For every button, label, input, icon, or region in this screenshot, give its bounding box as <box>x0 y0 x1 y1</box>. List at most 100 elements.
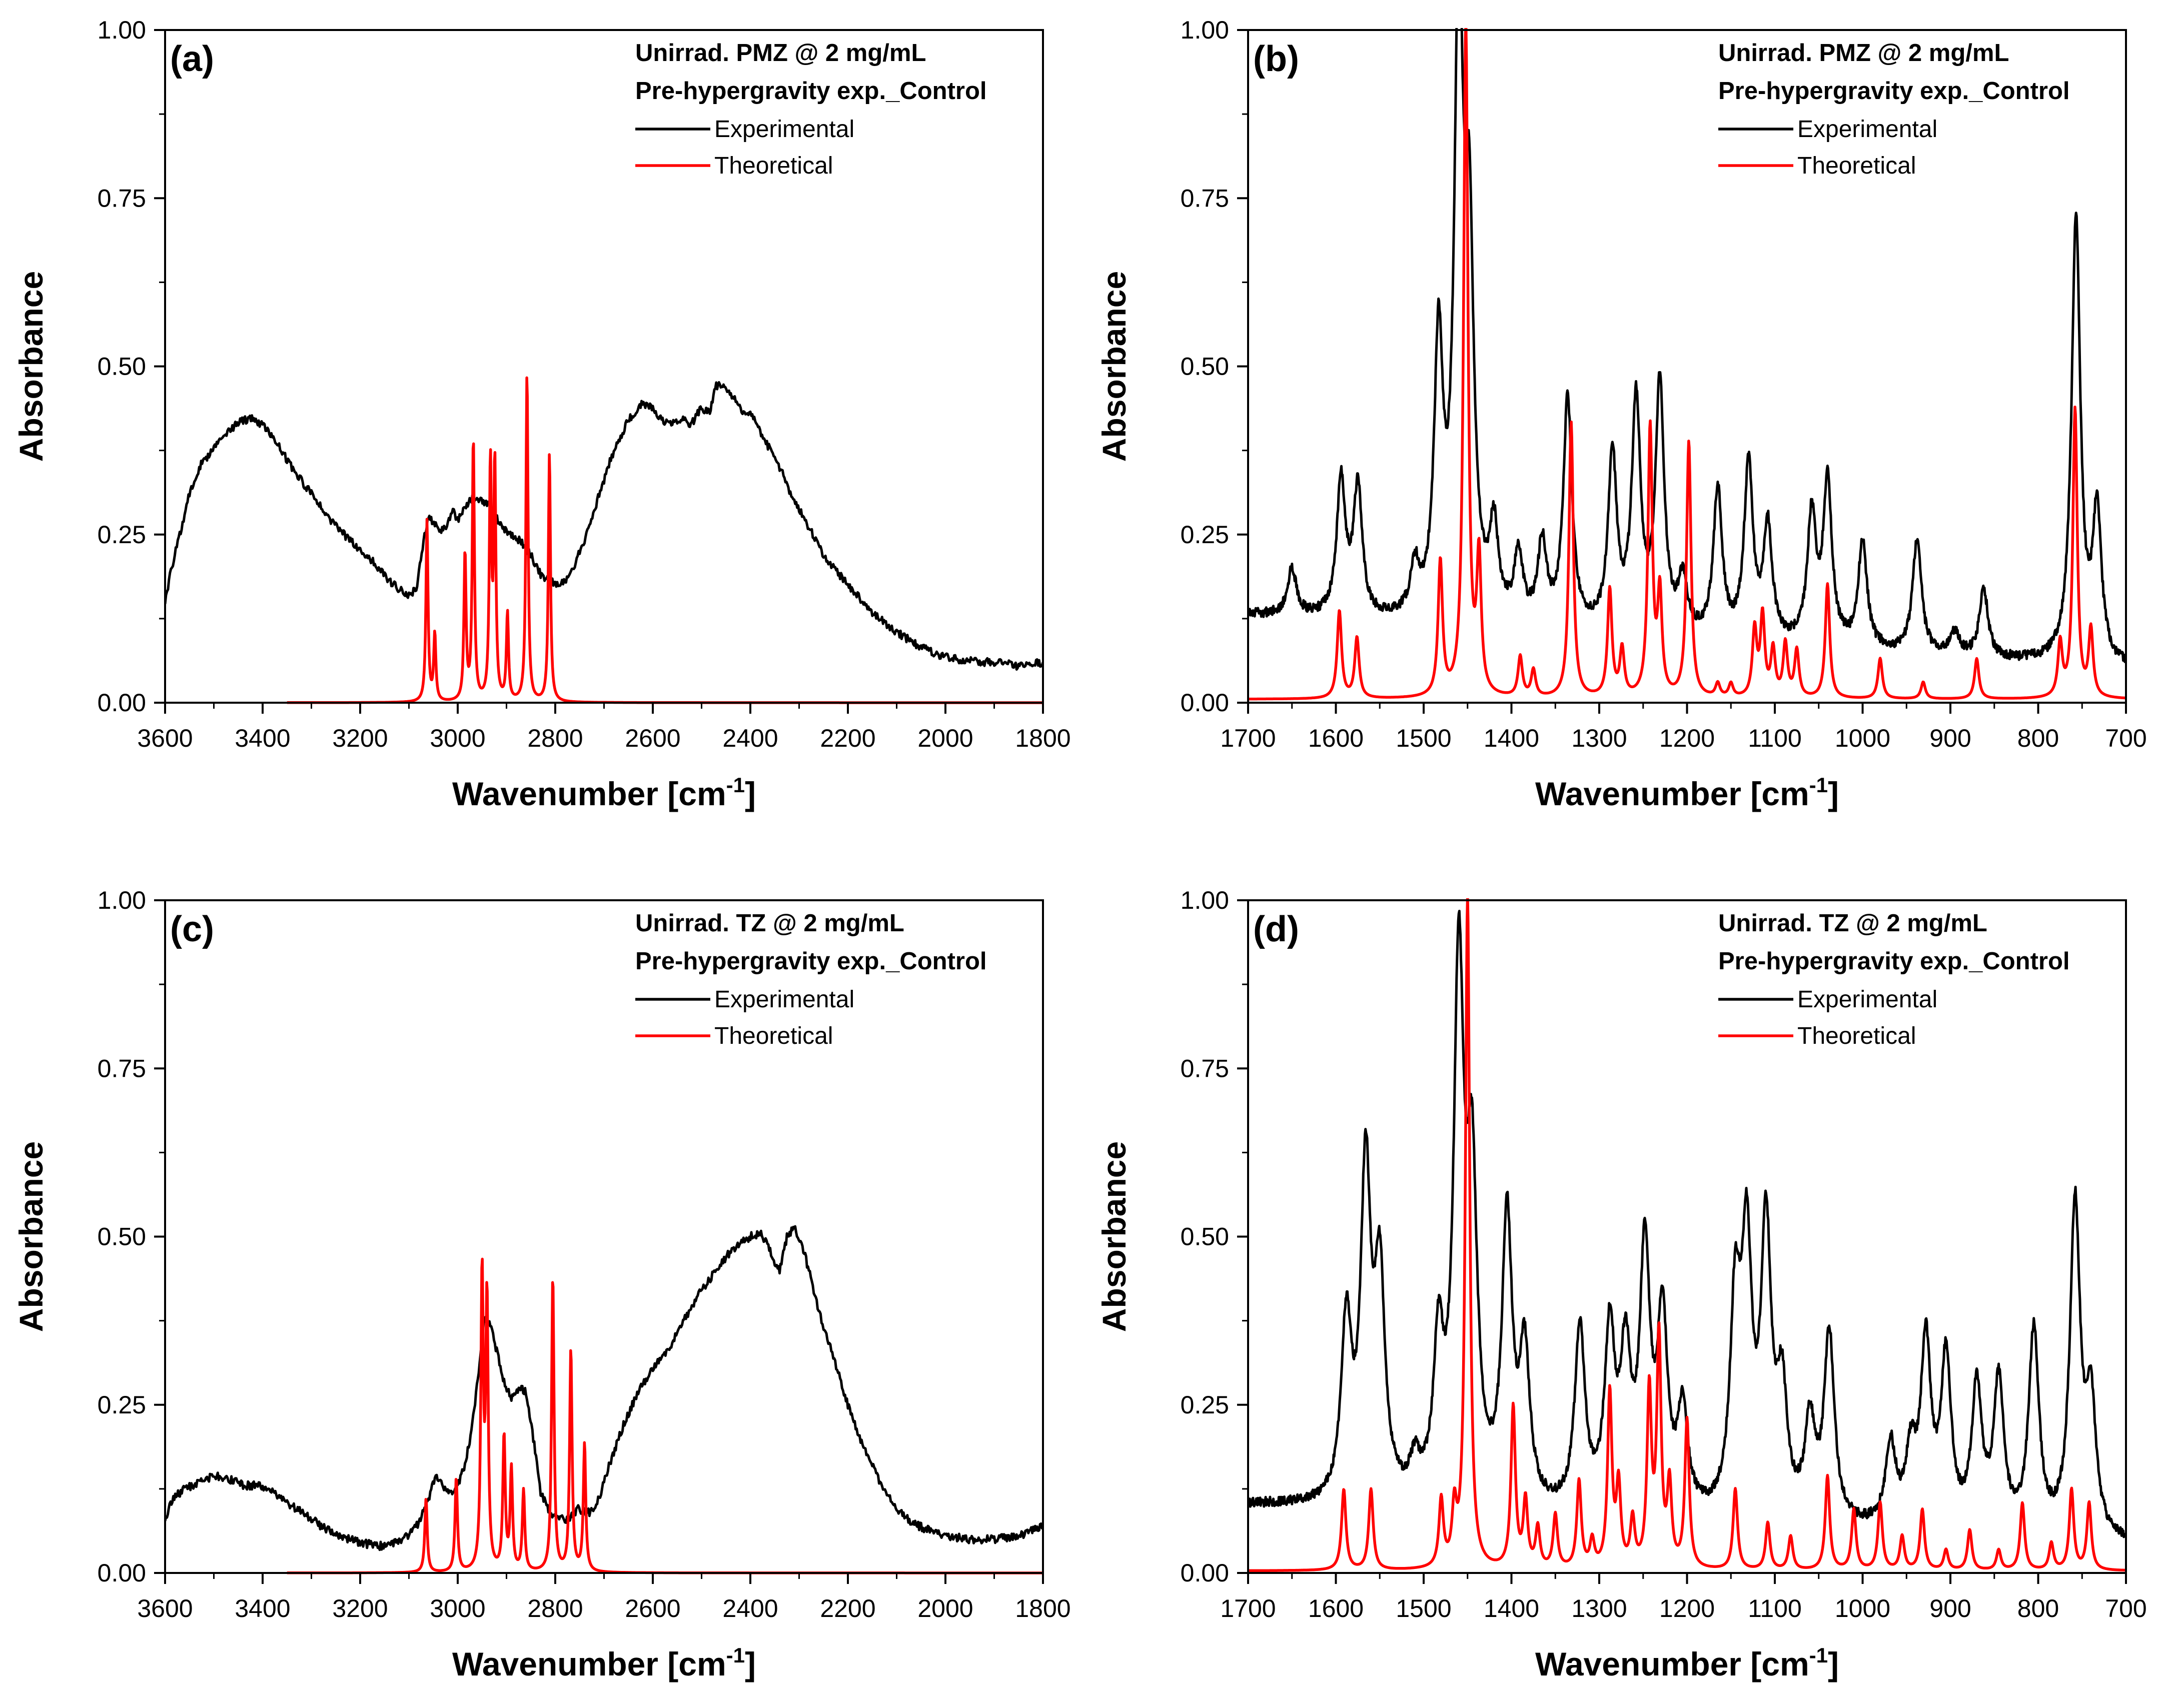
legend-label-theoretical: Theoretical <box>1797 153 1916 179</box>
x-tick-label: 1000 <box>1835 724 1890 752</box>
panel-label: (d) <box>1253 909 1299 949</box>
series-line-experimental <box>165 1225 1043 1551</box>
x-tick-label: 1600 <box>1308 1594 1364 1622</box>
y-tick-label: 0.00 <box>98 689 146 717</box>
legend-label-experimental: Experimental <box>714 116 854 143</box>
series-line-theoretical <box>1248 28 2126 701</box>
x-tick-label: 800 <box>2017 1594 2059 1622</box>
y-axis-title: Absorbance <box>1096 1141 1133 1332</box>
x-tick-label: 2800 <box>527 1594 583 1622</box>
x-tick-label: 2000 <box>917 724 973 752</box>
chart-panel: 1700 1600 1500 1400 1300 1200 1100 1000 900 800 70… <box>1096 886 2147 1682</box>
x-tick-label: 900 <box>1929 1594 1971 1622</box>
x-tick-label: 2400 <box>722 1594 778 1622</box>
x-tick-label: 1300 <box>1571 1594 1627 1622</box>
y-tick-label: 1.00 <box>98 886 146 914</box>
legend-title-line: Unirrad. PMZ @ 2 mg/mL <box>1718 40 2009 67</box>
x-tick-label: 1500 <box>1396 724 1451 752</box>
x-tick-label: 1600 <box>1308 724 1364 752</box>
x-tick-label: 3000 <box>430 724 485 752</box>
series-line-experimental <box>1248 28 2126 663</box>
legend-label-theoretical: Theoretical <box>714 153 833 179</box>
x-tick-label: 2600 <box>625 1594 680 1622</box>
x-tick-label: 2200 <box>820 1594 875 1622</box>
y-axis-title: Absorbance <box>1096 271 1133 462</box>
y-tick-label: 0.00 <box>1181 689 1229 717</box>
x-tick-label: 3000 <box>430 1594 485 1622</box>
legend-label-theoretical: Theoretical <box>714 1023 833 1049</box>
chart-panel: 1700 1600 1500 1400 1300 1200 1100 1000 900 800 70… <box>1096 16 2147 812</box>
x-tick-label: 2000 <box>917 1594 973 1622</box>
y-tick-label: 0.75 <box>1181 184 1229 212</box>
x-tick-label: 3200 <box>332 724 388 752</box>
y-tick-label: 1.00 <box>1181 16 1229 44</box>
x-tick-label: 1700 <box>1220 724 1276 752</box>
legend-label-experimental: Experimental <box>1797 116 1937 143</box>
x-tick-label: 2800 <box>527 724 583 752</box>
legend-title-line: Pre-hypergravity exp._Control <box>1718 78 2070 105</box>
panel-label: (a) <box>170 39 214 79</box>
plot-frame <box>164 899 1044 1574</box>
x-tick-label: 3600 <box>137 1594 193 1622</box>
x-tick-label: 3400 <box>235 724 290 752</box>
x-tick-label: 3200 <box>332 1594 388 1622</box>
y-axis-title: Absorbance <box>13 271 50 462</box>
x-tick-label: 1500 <box>1396 1594 1451 1622</box>
y-tick-label: 1.00 <box>1181 886 1229 914</box>
legend-label-theoretical: Theoretical <box>1797 1023 1916 1049</box>
legend-label-experimental: Experimental <box>1797 986 1937 1013</box>
x-tick-label: 2400 <box>722 724 778 752</box>
x-tick-label: 1200 <box>1659 1594 1715 1622</box>
x-tick-label: 800 <box>2017 724 2059 752</box>
y-tick-label: 0.50 <box>1181 1223 1229 1251</box>
x-tick-label: 1400 <box>1484 724 1539 752</box>
x-tick-label: 1800 <box>1015 1594 1070 1622</box>
x-tick-label: 1100 <box>1748 724 1802 752</box>
x-tick-label: 900 <box>1929 724 1971 752</box>
x-tick-label: 1700 <box>1220 1594 1276 1622</box>
y-tick-label: 0.00 <box>98 1559 146 1587</box>
chart-panel: 3600 3400 3200 3000 2800 2600 2400 2200 2000 1800… <box>13 886 1071 1682</box>
y-tick-label: 0.75 <box>98 1054 146 1082</box>
legend-title-line: Unirrad. TZ @ 2 mg/mL <box>1718 910 1987 937</box>
y-tick-label: 0.75 <box>98 184 146 212</box>
x-tick-label: 1400 <box>1484 1594 1539 1622</box>
series-line-experimental <box>165 381 1043 671</box>
x-axis-title: Wavenumber [cm-1] <box>452 1643 756 1682</box>
y-tick-label: 0.50 <box>98 353 146 381</box>
x-tick-label: 1000 <box>1835 1594 1890 1622</box>
x-tick-label: 2600 <box>625 724 680 752</box>
legend-label-experimental: Experimental <box>714 986 854 1013</box>
x-tick-label: 1300 <box>1571 724 1627 752</box>
series-line-theoretical <box>1248 898 2126 1572</box>
x-axis-title: Wavenumber [cm-1] <box>1535 1643 1839 1682</box>
x-tick-label: 1800 <box>1015 724 1070 752</box>
chart-panel: 3600 3400 3200 3000 2800 2600 2400 2200 2000 1800… <box>13 16 1071 812</box>
y-tick-label: 1.00 <box>98 16 146 44</box>
y-tick-label: 0.00 <box>1181 1559 1229 1587</box>
legend-title-line: Unirrad. PMZ @ 2 mg/mL <box>635 40 926 67</box>
y-tick-label: 0.25 <box>98 1391 146 1419</box>
plot-frame <box>164 29 1044 704</box>
legend-title-line: Pre-hypergravity exp._Control <box>635 948 987 975</box>
x-tick-label: 700 <box>2105 724 2146 752</box>
x-tick-label: 2200 <box>820 724 875 752</box>
y-tick-label: 0.25 <box>98 521 146 549</box>
plot-frame <box>1247 29 2127 704</box>
series-line-theoretical <box>286 376 1043 704</box>
x-axis-title: Wavenumber [cm-1] <box>1535 773 1839 812</box>
panel-label: (c) <box>170 909 214 949</box>
y-tick-label: 0.50 <box>1181 353 1229 381</box>
x-tick-label: 700 <box>2105 1594 2146 1622</box>
x-tick-label: 3600 <box>137 724 193 752</box>
legend-title-line: Unirrad. TZ @ 2 mg/mL <box>635 910 904 937</box>
panel-label: (b) <box>1253 39 1299 79</box>
x-axis-title: Wavenumber [cm-1] <box>452 773 756 812</box>
legend-title-line: Pre-hypergravity exp._Control <box>1718 948 2070 975</box>
legend-title-line: Pre-hypergravity exp._Control <box>635 78 987 105</box>
x-tick-label: 3400 <box>235 1594 290 1622</box>
y-tick-label: 0.25 <box>1181 521 1229 549</box>
y-tick-label: 0.50 <box>98 1223 146 1251</box>
y-tick-label: 0.75 <box>1181 1054 1229 1082</box>
